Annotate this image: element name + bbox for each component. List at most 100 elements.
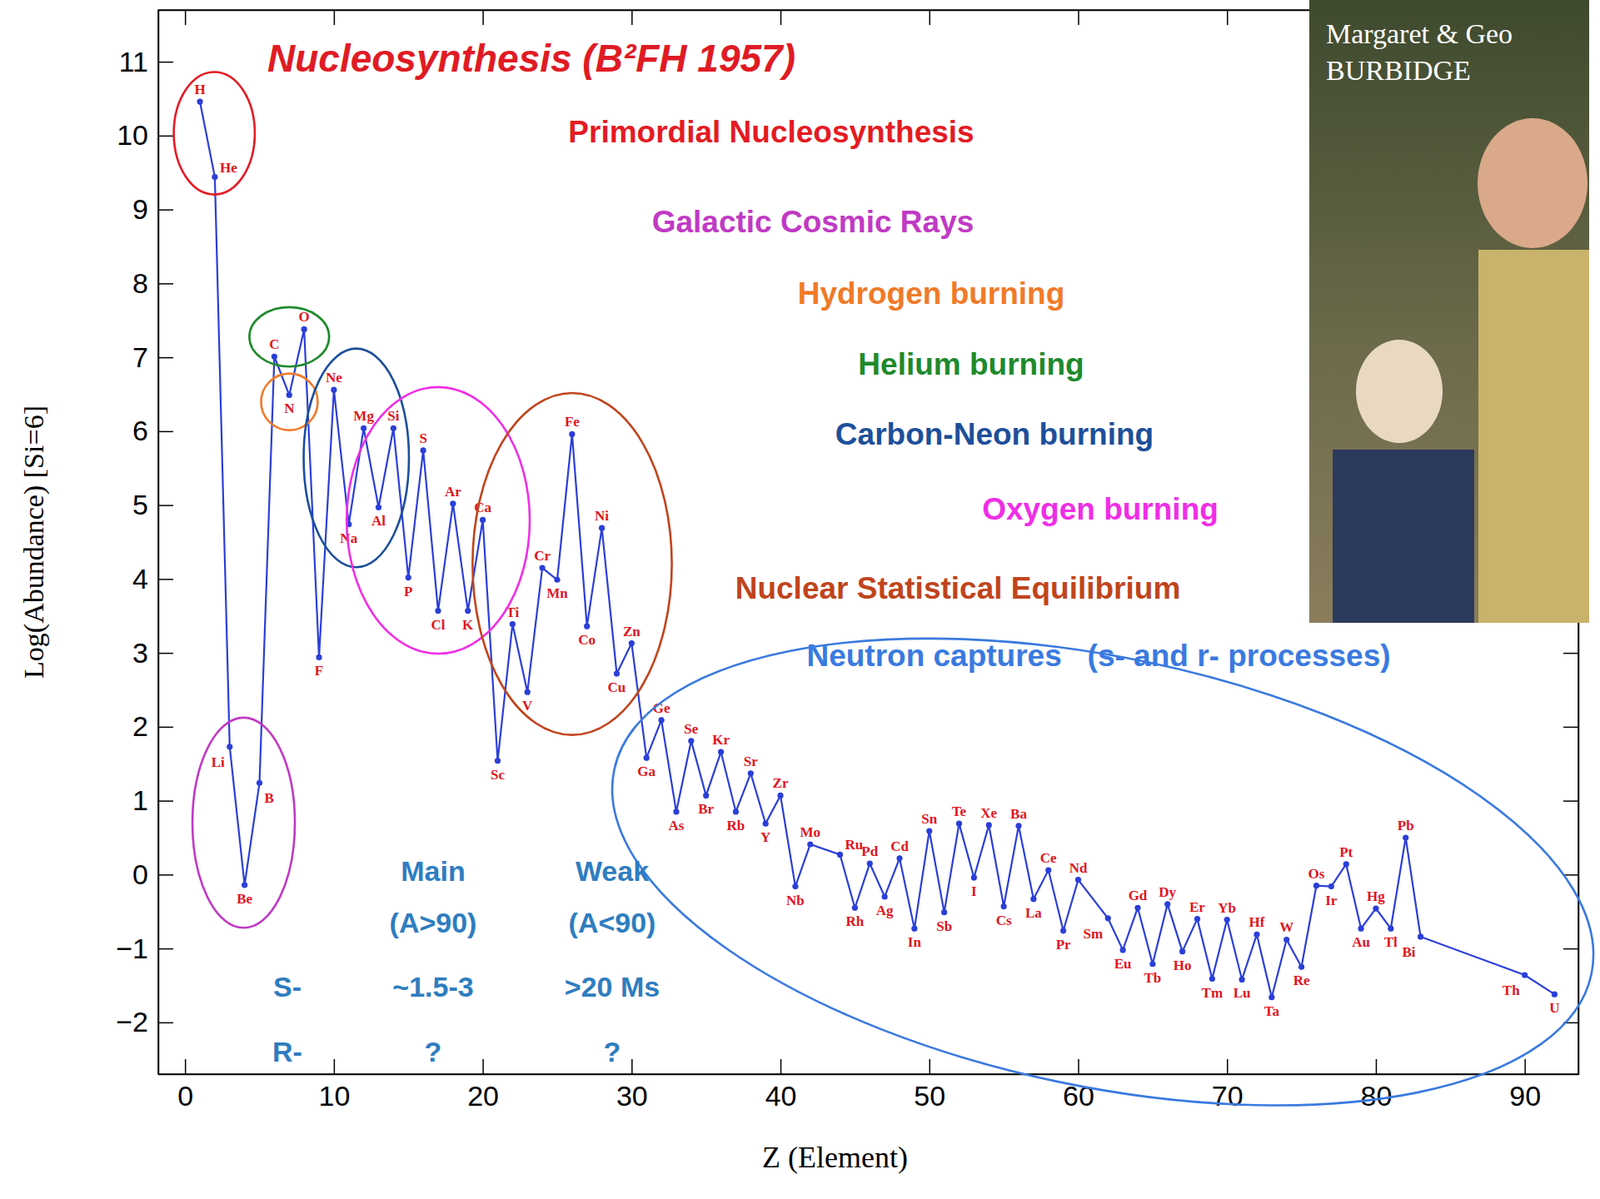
y-tick-label: 3	[132, 637, 149, 669]
data-point	[1387, 926, 1394, 933]
y-tick-label: 6	[132, 414, 149, 447]
element-label: Er	[1189, 899, 1206, 916]
element-label: Dy	[1158, 884, 1177, 901]
y-tick-mark	[158, 61, 174, 64]
data-point	[672, 808, 679, 815]
x-tick: 80	[1360, 1059, 1393, 1112]
element-label: Ar	[444, 483, 462, 500]
photo-placeholder	[1309, 0, 1590, 624]
data-point	[1060, 927, 1067, 934]
x-top-tick	[483, 9, 484, 25]
element-label: Tm	[1201, 985, 1224, 1002]
data-point	[464, 608, 471, 614]
chart-container: 0102030405060708090−2−101234567891011Z (…	[0, 0, 1600, 1199]
table-column-head: Weak(A<90)	[568, 855, 657, 939]
element-label: Os	[1308, 866, 1326, 883]
x-tick-label: 10	[318, 1080, 350, 1112]
data-point	[896, 855, 903, 862]
data-point	[1551, 991, 1558, 998]
element-label: P	[403, 583, 413, 600]
y-right-tick	[1563, 801, 1579, 803]
data-point	[553, 577, 560, 584]
y-tick-mark	[158, 578, 174, 581]
y-tick-label: 4	[132, 563, 149, 595]
element-label: Pr	[1056, 937, 1072, 953]
element-label: Mn	[546, 585, 569, 602]
element-label: V	[522, 697, 534, 714]
data-point	[211, 174, 218, 180]
y-tick: 4	[132, 563, 174, 595]
x-tick-mark	[1524, 1059, 1526, 1075]
data-point	[1209, 976, 1216, 982]
region-label: Primordial Nucleosynthesis	[568, 114, 974, 150]
element-label: Cu	[608, 679, 627, 696]
y-tick-label: −2	[115, 1006, 149, 1038]
y-tick-mark	[158, 135, 174, 138]
x-tick: 40	[765, 1059, 798, 1112]
data-point	[1253, 932, 1260, 938]
y-tick-mark	[158, 357, 174, 359]
region-label: Oxygen burning	[981, 492, 1219, 527]
y-tick-label: 2	[132, 710, 149, 743]
y-tick: 7	[132, 341, 174, 374]
data-point	[941, 909, 948, 916]
x-tick-mark	[184, 1059, 187, 1075]
data-point	[1134, 905, 1141, 912]
data-point	[1194, 916, 1201, 923]
element-label: Rb	[727, 817, 746, 834]
data-point	[926, 827, 933, 834]
element-label: S	[418, 430, 427, 447]
data-point	[1268, 994, 1275, 1001]
region-label: Carbon-Neon burning	[835, 417, 1154, 452]
region-ellipse	[346, 387, 530, 654]
x-top-tick	[1077, 9, 1079, 25]
data-point	[509, 621, 516, 628]
element-label: As	[667, 817, 684, 834]
element-label: Al	[371, 513, 386, 529]
element-label: N	[284, 400, 295, 417]
element-label: Re	[1293, 972, 1311, 989]
x-tick-mark	[482, 1059, 484, 1075]
element-label: K	[462, 617, 474, 634]
data-point	[1372, 906, 1379, 913]
x-top-tick-mark	[631, 9, 634, 25]
data-point	[717, 748, 724, 755]
x-top-tick-mark	[184, 9, 187, 25]
y-tick-label: 7	[132, 341, 149, 374]
x-tick-mark	[333, 1059, 336, 1075]
element-label: Cl	[430, 617, 445, 634]
data-point	[1001, 903, 1007, 910]
data-point	[882, 893, 888, 900]
photo-caption: BURBIDGE	[1325, 54, 1471, 86]
x-top-tick	[780, 9, 782, 25]
x-tick-label: 20	[467, 1080, 499, 1112]
x-tick-mark	[1375, 1059, 1378, 1075]
y-tick: −1	[115, 932, 174, 965]
process-table: Main(A>90)Weak(A<90)S-~1.5-3>20 MsR-??	[272, 855, 660, 1068]
x-tick: 20	[467, 1059, 499, 1112]
chart-svg: 0102030405060708090−2−101234567891011Z (…	[0, 0, 1600, 1199]
data-point	[702, 792, 709, 799]
data-point	[241, 882, 248, 888]
data-point	[479, 517, 486, 524]
element-label: Sn	[921, 811, 938, 828]
element-label: Kr	[712, 732, 730, 748]
data-point	[434, 608, 441, 614]
element-label: Zn	[623, 623, 641, 640]
data-point	[256, 780, 263, 787]
element-label: Fe	[564, 413, 580, 430]
element-label: Eu	[1114, 956, 1132, 972]
y-tick: 1	[132, 784, 174, 817]
region-ellipse	[472, 393, 672, 736]
table-cell: >20 Ms	[564, 971, 660, 1003]
y-right-tick-mark	[1563, 948, 1579, 951]
element-label: Nb	[786, 892, 805, 909]
y-tick: 0	[132, 858, 174, 891]
data-point	[301, 326, 308, 333]
y-tick: 9	[132, 193, 174, 225]
element-label: Lu	[1233, 985, 1252, 1002]
data-point	[777, 792, 783, 799]
x-tick-mark	[1077, 1059, 1080, 1075]
data-point	[911, 926, 918, 933]
x-tick-mark	[929, 1059, 932, 1075]
